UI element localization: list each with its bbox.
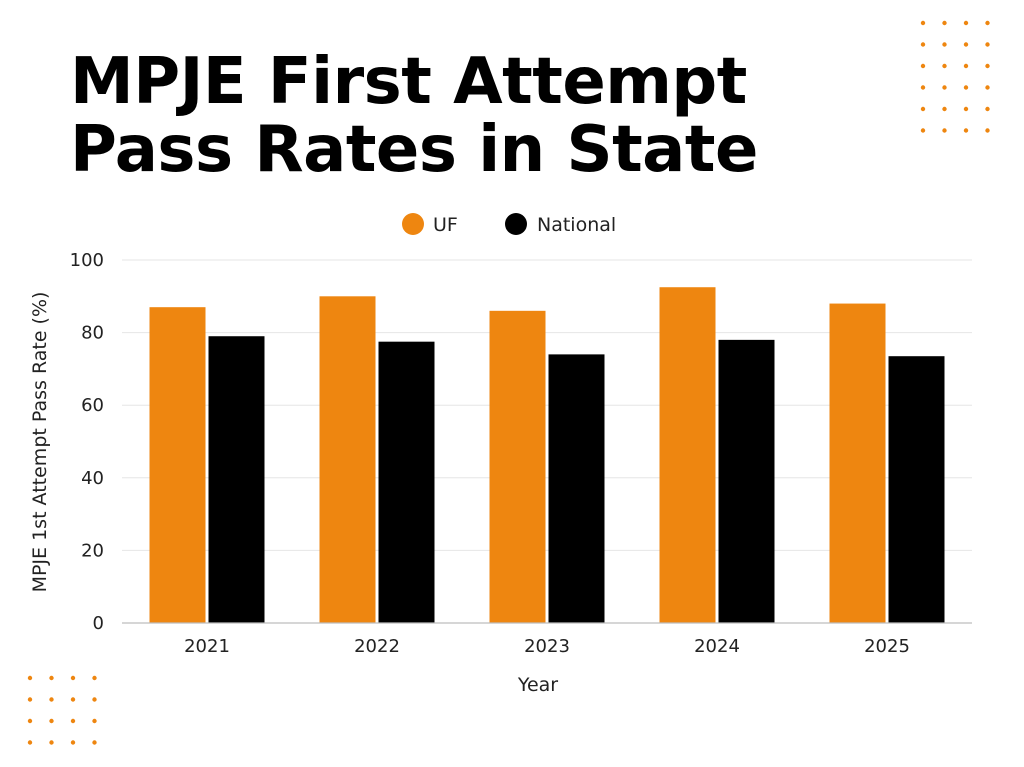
- decorative-dot: [70, 740, 76, 745]
- x-tick-label: 2021: [184, 636, 230, 657]
- bar-uf-2021: [149, 307, 206, 623]
- decorative-dot: [49, 718, 54, 724]
- decorative-dot: [27, 718, 33, 724]
- decorative-dot: [963, 106, 969, 112]
- bar-national-2023: [548, 354, 605, 623]
- decorative-dot: [985, 63, 990, 69]
- y-tick-label: 100: [70, 250, 104, 271]
- decorative-dot: [963, 42, 969, 47]
- decorative-dot: [985, 128, 990, 133]
- decorative-dot: [942, 85, 947, 90]
- decorative-dots-top-right: [920, 20, 990, 133]
- decorative-dot: [920, 63, 926, 69]
- bar-national-2021: [208, 336, 265, 623]
- x-tick-label: 2025: [864, 636, 910, 657]
- legend-label-uf: UF: [433, 214, 458, 236]
- decorative-dot: [920, 20, 926, 26]
- y-tick-label: 0: [93, 613, 104, 634]
- bar-national-2024: [718, 339, 775, 623]
- legend-swatch-uf: [402, 213, 424, 235]
- decorative-dot: [92, 697, 97, 702]
- y-tick-label: 80: [81, 323, 104, 344]
- decorative-dot: [985, 42, 990, 47]
- decorative-dot: [27, 697, 33, 702]
- bar-uf-2025: [829, 303, 886, 623]
- y-tick-labels: 0 20 40 60 80 100: [70, 250, 104, 634]
- legend: UF National: [402, 213, 616, 236]
- decorative-dot: [49, 697, 54, 702]
- decorative-dot: [985, 106, 990, 112]
- decorative-dot: [49, 675, 54, 681]
- chart-title: MPJE First Attempt Pass Rates in State: [70, 48, 758, 184]
- y-tick-label: 40: [81, 468, 104, 489]
- decorative-dot: [92, 675, 97, 681]
- decorative-dot: [963, 128, 969, 133]
- decorative-dot: [27, 740, 33, 745]
- decorative-dot: [942, 20, 947, 26]
- y-axis-title: MPJE 1st Attempt Pass Rate (%): [29, 292, 51, 593]
- x-tick-label: 2022: [354, 636, 400, 657]
- decorative-dot: [942, 42, 947, 47]
- y-tick-label: 20: [81, 540, 104, 561]
- decorative-dot: [920, 42, 926, 47]
- decorative-dot: [985, 85, 990, 90]
- decorative-dot: [985, 20, 990, 26]
- decorative-dot: [963, 20, 969, 26]
- x-tick-label: 2024: [694, 636, 740, 657]
- x-axis-title: Year: [517, 674, 558, 696]
- decorative-dot: [920, 128, 926, 133]
- decorative-dot: [942, 63, 947, 69]
- bar-uf-2022: [319, 296, 376, 623]
- decorative-dot: [27, 675, 33, 681]
- chart-title-line-1: MPJE First Attempt: [70, 45, 747, 119]
- decorative-dot: [963, 63, 969, 69]
- decorative-dot: [70, 718, 76, 724]
- decorative-dot: [920, 85, 926, 90]
- decorative-dot: [942, 106, 947, 112]
- bar-national-2025: [888, 356, 945, 623]
- legend-swatch-national: [505, 213, 527, 235]
- x-tick-label: 2023: [524, 636, 570, 657]
- y-tick-label: 60: [81, 395, 104, 416]
- x-tick-labels: 2021 2022 2023 2024 2025: [184, 636, 910, 657]
- decorative-dot: [942, 128, 947, 133]
- bar-national-2022: [378, 341, 435, 623]
- decorative-dot: [92, 718, 97, 724]
- decorative-dots-bottom-left: [27, 675, 97, 745]
- decorative-dot: [920, 106, 926, 112]
- decorative-dot: [70, 697, 76, 702]
- decorative-dot: [49, 740, 54, 745]
- decorative-dot: [92, 740, 97, 745]
- bars: [149, 287, 945, 623]
- bar-uf-2024: [659, 287, 716, 623]
- legend-label-national: National: [537, 214, 616, 236]
- chart-title-line-2: Pass Rates in State: [70, 113, 758, 187]
- decorative-dot: [963, 85, 969, 90]
- decorative-dot: [70, 675, 76, 681]
- bar-uf-2023: [489, 310, 546, 623]
